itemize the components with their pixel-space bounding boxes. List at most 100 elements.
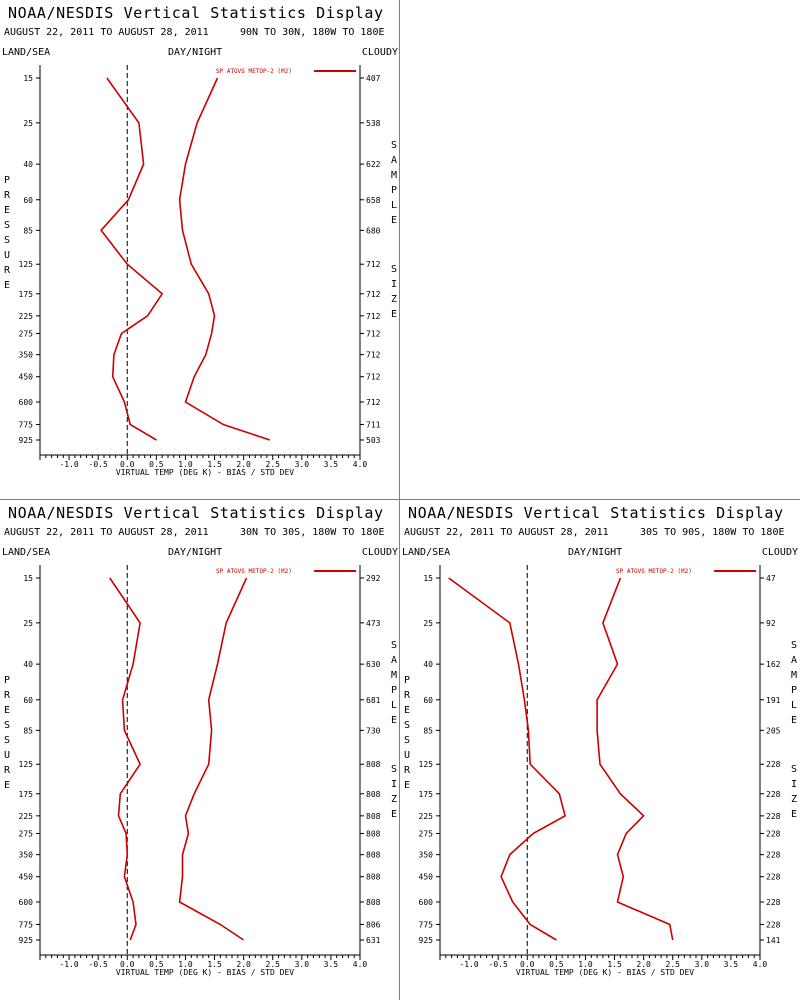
vertical-letter: S: [403, 720, 411, 731]
vertical-letter: S: [790, 764, 798, 775]
series-line-bias: [109, 577, 142, 941]
chart-panel-north: NOAA/NESDIS Vertical Statistics Display …: [0, 0, 400, 500]
sample-size-label: 712: [366, 290, 381, 299]
sample-size-label: 503: [366, 436, 381, 445]
sample-size-label: 228: [766, 829, 781, 838]
panel-region: 90N TO 30N, 180W TO 180E: [240, 27, 385, 38]
pressure-level-label: 350: [419, 851, 434, 860]
pressure-level-label: 85: [423, 726, 433, 735]
vertical-letter: A: [390, 155, 398, 166]
x-tick-label: 4.0: [353, 960, 368, 969]
x-tick-label: 0.0: [120, 460, 135, 469]
pressure-level-label: 60: [423, 696, 433, 705]
vertical-letter: S: [390, 264, 398, 275]
series-line-std-dev: [596, 577, 674, 941]
sample-size-label: 228: [766, 790, 781, 799]
category-cloudy: CLOUDY: [361, 547, 398, 558]
vertical-letter: A: [790, 655, 798, 666]
pressure-level-label: 85: [23, 226, 33, 235]
sample-size-label: 162: [766, 660, 781, 669]
pressure-level-label: 275: [419, 829, 434, 838]
pressure-level-label: 40: [23, 660, 33, 669]
series-line-std-dev: [178, 77, 271, 441]
vertical-letter: M: [390, 170, 398, 181]
vertical-letter: L: [390, 700, 398, 711]
pressure-level-label: 275: [19, 829, 34, 838]
vertical-letter: E: [3, 780, 11, 791]
vertical-letter: P: [390, 685, 398, 696]
x-tick-label: 3.5: [324, 960, 339, 969]
sample-size-label: 228: [766, 898, 781, 907]
category-day-night: DAY/NIGHT: [168, 547, 223, 558]
pressure-level-label: 85: [23, 726, 33, 735]
sample-size-label: 711: [366, 420, 381, 429]
x-axis-title: VIRTUAL TEMP (DEG K) - BIAS / STD DEV: [516, 968, 694, 977]
pressure-level-label: 125: [419, 760, 434, 769]
pressure-level-label: 925: [19, 936, 34, 945]
sample-size-label: 191: [766, 696, 781, 705]
sample-size-label: 808: [366, 812, 381, 821]
vertical-letter: R: [403, 690, 411, 701]
vertical-letter: E: [3, 205, 11, 216]
category-land-sea: LAND/SEA: [2, 547, 51, 558]
pressure-level-label: 40: [23, 160, 33, 169]
vertical-letter: S: [390, 640, 398, 651]
sample-size-label: 808: [366, 790, 381, 799]
vertical-letter: E: [3, 705, 11, 716]
x-tick-label: 1.0: [178, 960, 193, 969]
x-tick-label: 1.5: [207, 960, 222, 969]
chart-plot: -1.0 -0.5 0.0 0.5 1.0 1.5 2.0 2.5 3.0 3.5 4.0 VIRTU…: [19, 65, 381, 477]
vertical-letter: P: [403, 675, 411, 686]
vertical-letter: E: [390, 715, 398, 726]
sample-size-label: 712: [366, 398, 381, 407]
pressure-level-label: 225: [19, 812, 34, 821]
vertical-letter: R: [3, 190, 11, 201]
x-tick-label: 0.5: [149, 460, 164, 469]
x-tick-label: 1.0: [578, 960, 593, 969]
x-axis-title: VIRTUAL TEMP (DEG K) - BIAS / STD DEV: [116, 468, 294, 477]
sample-size-label: 712: [366, 329, 381, 338]
vertical-letter: S: [3, 720, 11, 731]
category-cloudy: CLOUDY: [361, 47, 398, 58]
x-tick-label: 1.0: [178, 460, 193, 469]
x-tick-label: 4.0: [353, 460, 368, 469]
x-tick-label: 4.0: [753, 960, 768, 969]
vertical-letter: S: [3, 235, 11, 246]
vertical-divider: [399, 0, 400, 1000]
vertical-letter: E: [3, 280, 11, 291]
vertical-letter: S: [390, 140, 398, 151]
x-tick-label: 0.5: [549, 960, 564, 969]
sample-size-label: 808: [366, 851, 381, 860]
category-land-sea: LAND/SEA: [2, 47, 51, 58]
x-tick-label: 3.0: [695, 960, 710, 969]
category-day-night: DAY/NIGHT: [568, 547, 623, 558]
sample-size-label: 658: [366, 196, 381, 205]
sample-size-label: 228: [766, 920, 781, 929]
sample-size-label: 712: [366, 351, 381, 360]
vertical-letter: S: [790, 640, 798, 651]
sample-size-label: 407: [366, 74, 381, 83]
vertical-letter: Z: [390, 794, 398, 805]
x-tick-label: -1.0: [459, 960, 478, 969]
vertical-letter: U: [403, 750, 411, 761]
vertical-letter: I: [390, 279, 398, 290]
sample-size-label: 92: [766, 619, 776, 628]
x-tick-label: 0.0: [520, 960, 535, 969]
sample-size-label: 47: [766, 574, 776, 583]
legend-label: SP ATOVS METOP-2 (M2): [216, 68, 292, 75]
series-line-std-dev: [178, 577, 248, 941]
pressure-level-label: 125: [19, 760, 34, 769]
legend-label: SP ATOVS METOP-2 (M2): [616, 568, 692, 575]
panel-title: NOAA/NESDIS Vertical Statistics Display: [8, 504, 384, 522]
pressure-level-label: 125: [19, 260, 34, 269]
horizontal-divider: [0, 499, 800, 500]
vertical-letter: R: [3, 765, 11, 776]
pressure-level-label: 25: [23, 119, 33, 128]
pressure-level-label: 175: [19, 790, 34, 799]
x-tick-label: 2.5: [666, 960, 681, 969]
sample-size-label: 808: [366, 873, 381, 882]
